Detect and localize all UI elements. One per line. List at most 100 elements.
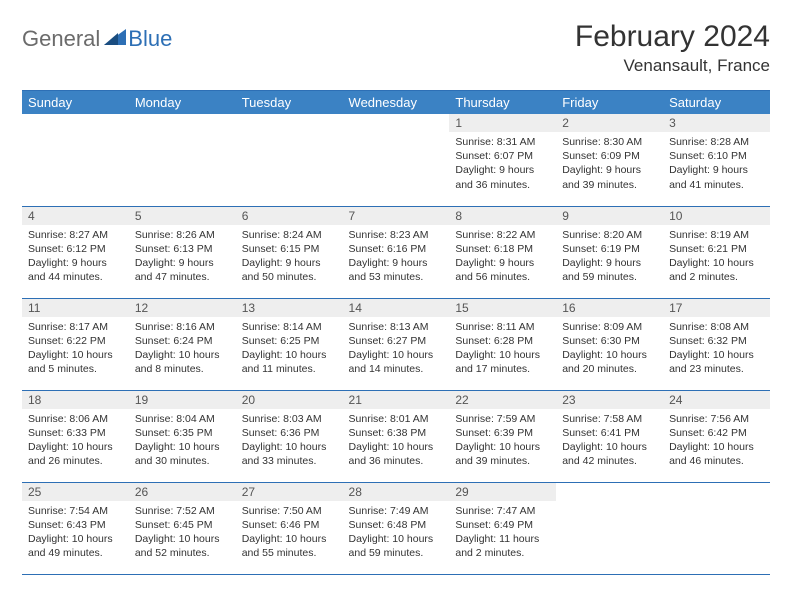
day-number: 23 <box>556 391 663 409</box>
day-details: Sunrise: 8:31 AMSunset: 6:07 PMDaylight:… <box>449 132 556 196</box>
day-number: 6 <box>236 207 343 225</box>
calendar-day-cell: 1Sunrise: 8:31 AMSunset: 6:07 PMDaylight… <box>449 114 556 206</box>
calendar-day-cell: 17Sunrise: 8:08 AMSunset: 6:32 PMDayligh… <box>663 298 770 390</box>
day-details: Sunrise: 8:03 AMSunset: 6:36 PMDaylight:… <box>236 409 343 473</box>
day-number: 28 <box>343 483 450 501</box>
day-number: 26 <box>129 483 236 501</box>
location-label: Venansault, France <box>575 56 770 76</box>
col-monday: Monday <box>129 91 236 115</box>
day-details: Sunrise: 7:56 AMSunset: 6:42 PMDaylight:… <box>663 409 770 473</box>
calendar-day-cell: 27Sunrise: 7:50 AMSunset: 6:46 PMDayligh… <box>236 482 343 574</box>
day-number: 1 <box>449 114 556 132</box>
day-number: 24 <box>663 391 770 409</box>
day-details: Sunrise: 8:13 AMSunset: 6:27 PMDaylight:… <box>343 317 450 381</box>
title-block: February 2024 Venansault, France <box>575 20 770 76</box>
logo-triangle-icon <box>104 27 126 50</box>
day-details: Sunrise: 8:16 AMSunset: 6:24 PMDaylight:… <box>129 317 236 381</box>
calendar-day-cell: 15Sunrise: 8:11 AMSunset: 6:28 PMDayligh… <box>449 298 556 390</box>
day-number: 9 <box>556 207 663 225</box>
day-number: 20 <box>236 391 343 409</box>
calendar-day-cell: 18Sunrise: 8:06 AMSunset: 6:33 PMDayligh… <box>22 390 129 482</box>
day-details: Sunrise: 8:09 AMSunset: 6:30 PMDaylight:… <box>556 317 663 381</box>
day-details: Sunrise: 8:11 AMSunset: 6:28 PMDaylight:… <box>449 317 556 381</box>
day-details: Sunrise: 8:23 AMSunset: 6:16 PMDaylight:… <box>343 225 450 289</box>
day-number: 3 <box>663 114 770 132</box>
day-number: 22 <box>449 391 556 409</box>
day-number: 8 <box>449 207 556 225</box>
day-details: Sunrise: 8:24 AMSunset: 6:15 PMDaylight:… <box>236 225 343 289</box>
day-number: 10 <box>663 207 770 225</box>
calendar-day-cell <box>343 114 450 206</box>
calendar-day-cell <box>556 482 663 574</box>
calendar-day-cell: 14Sunrise: 8:13 AMSunset: 6:27 PMDayligh… <box>343 298 450 390</box>
col-friday: Friday <box>556 91 663 115</box>
calendar-day-cell: 9Sunrise: 8:20 AMSunset: 6:19 PMDaylight… <box>556 206 663 298</box>
calendar-day-cell: 21Sunrise: 8:01 AMSunset: 6:38 PMDayligh… <box>343 390 450 482</box>
day-details: Sunrise: 8:19 AMSunset: 6:21 PMDaylight:… <box>663 225 770 289</box>
calendar-day-cell: 11Sunrise: 8:17 AMSunset: 6:22 PMDayligh… <box>22 298 129 390</box>
day-details: Sunrise: 8:08 AMSunset: 6:32 PMDaylight:… <box>663 317 770 381</box>
day-number: 14 <box>343 299 450 317</box>
day-details: Sunrise: 8:01 AMSunset: 6:38 PMDaylight:… <box>343 409 450 473</box>
calendar-day-cell: 10Sunrise: 8:19 AMSunset: 6:21 PMDayligh… <box>663 206 770 298</box>
day-details: Sunrise: 7:50 AMSunset: 6:46 PMDaylight:… <box>236 501 343 565</box>
col-wednesday: Wednesday <box>343 91 450 115</box>
day-details: Sunrise: 8:20 AMSunset: 6:19 PMDaylight:… <box>556 225 663 289</box>
logo-text-general: General <box>22 26 100 52</box>
day-number: 27 <box>236 483 343 501</box>
day-number: 18 <box>22 391 129 409</box>
calendar-day-cell: 22Sunrise: 7:59 AMSunset: 6:39 PMDayligh… <box>449 390 556 482</box>
calendar-day-cell: 3Sunrise: 8:28 AMSunset: 6:10 PMDaylight… <box>663 114 770 206</box>
day-details: Sunrise: 8:28 AMSunset: 6:10 PMDaylight:… <box>663 132 770 196</box>
calendar-day-cell <box>22 114 129 206</box>
calendar-day-cell: 7Sunrise: 8:23 AMSunset: 6:16 PMDaylight… <box>343 206 450 298</box>
day-details: Sunrise: 7:52 AMSunset: 6:45 PMDaylight:… <box>129 501 236 565</box>
day-number: 13 <box>236 299 343 317</box>
calendar-table: Sunday Monday Tuesday Wednesday Thursday… <box>22 90 770 575</box>
calendar-week-row: 11Sunrise: 8:17 AMSunset: 6:22 PMDayligh… <box>22 298 770 390</box>
day-details: Sunrise: 7:54 AMSunset: 6:43 PMDaylight:… <box>22 501 129 565</box>
col-saturday: Saturday <box>663 91 770 115</box>
calendar-week-row: 4Sunrise: 8:27 AMSunset: 6:12 PMDaylight… <box>22 206 770 298</box>
day-number: 5 <box>129 207 236 225</box>
day-number: 2 <box>556 114 663 132</box>
calendar-week-row: 1Sunrise: 8:31 AMSunset: 6:07 PMDaylight… <box>22 114 770 206</box>
calendar-day-cell <box>663 482 770 574</box>
calendar-day-cell: 13Sunrise: 8:14 AMSunset: 6:25 PMDayligh… <box>236 298 343 390</box>
calendar-day-cell: 25Sunrise: 7:54 AMSunset: 6:43 PMDayligh… <box>22 482 129 574</box>
day-details: Sunrise: 7:49 AMSunset: 6:48 PMDaylight:… <box>343 501 450 565</box>
calendar-day-cell <box>236 114 343 206</box>
calendar-day-cell: 23Sunrise: 7:58 AMSunset: 6:41 PMDayligh… <box>556 390 663 482</box>
logo-text-blue: Blue <box>128 26 172 52</box>
col-sunday: Sunday <box>22 91 129 115</box>
calendar-week-row: 25Sunrise: 7:54 AMSunset: 6:43 PMDayligh… <box>22 482 770 574</box>
day-details: Sunrise: 7:47 AMSunset: 6:49 PMDaylight:… <box>449 501 556 565</box>
day-number: 12 <box>129 299 236 317</box>
day-number: 21 <box>343 391 450 409</box>
calendar-day-cell: 20Sunrise: 8:03 AMSunset: 6:36 PMDayligh… <box>236 390 343 482</box>
calendar-day-cell: 5Sunrise: 8:26 AMSunset: 6:13 PMDaylight… <box>129 206 236 298</box>
day-details: Sunrise: 8:06 AMSunset: 6:33 PMDaylight:… <box>22 409 129 473</box>
calendar-day-cell: 26Sunrise: 7:52 AMSunset: 6:45 PMDayligh… <box>129 482 236 574</box>
day-header-row: Sunday Monday Tuesday Wednesday Thursday… <box>22 91 770 115</box>
day-details: Sunrise: 8:14 AMSunset: 6:25 PMDaylight:… <box>236 317 343 381</box>
col-thursday: Thursday <box>449 91 556 115</box>
day-number: 11 <box>22 299 129 317</box>
day-details: Sunrise: 8:04 AMSunset: 6:35 PMDaylight:… <box>129 409 236 473</box>
calendar-day-cell: 12Sunrise: 8:16 AMSunset: 6:24 PMDayligh… <box>129 298 236 390</box>
brand-logo: General Blue <box>22 20 172 52</box>
calendar-day-cell: 4Sunrise: 8:27 AMSunset: 6:12 PMDaylight… <box>22 206 129 298</box>
calendar-day-cell: 16Sunrise: 8:09 AMSunset: 6:30 PMDayligh… <box>556 298 663 390</box>
calendar-day-cell: 8Sunrise: 8:22 AMSunset: 6:18 PMDaylight… <box>449 206 556 298</box>
day-details: Sunrise: 8:17 AMSunset: 6:22 PMDaylight:… <box>22 317 129 381</box>
calendar-day-cell: 29Sunrise: 7:47 AMSunset: 6:49 PMDayligh… <box>449 482 556 574</box>
calendar-day-cell: 28Sunrise: 7:49 AMSunset: 6:48 PMDayligh… <box>343 482 450 574</box>
month-title: February 2024 <box>575 20 770 54</box>
day-number: 17 <box>663 299 770 317</box>
day-number: 4 <box>22 207 129 225</box>
calendar-week-row: 18Sunrise: 8:06 AMSunset: 6:33 PMDayligh… <box>22 390 770 482</box>
day-number: 16 <box>556 299 663 317</box>
day-number: 19 <box>129 391 236 409</box>
col-tuesday: Tuesday <box>236 91 343 115</box>
calendar-day-cell: 24Sunrise: 7:56 AMSunset: 6:42 PMDayligh… <box>663 390 770 482</box>
